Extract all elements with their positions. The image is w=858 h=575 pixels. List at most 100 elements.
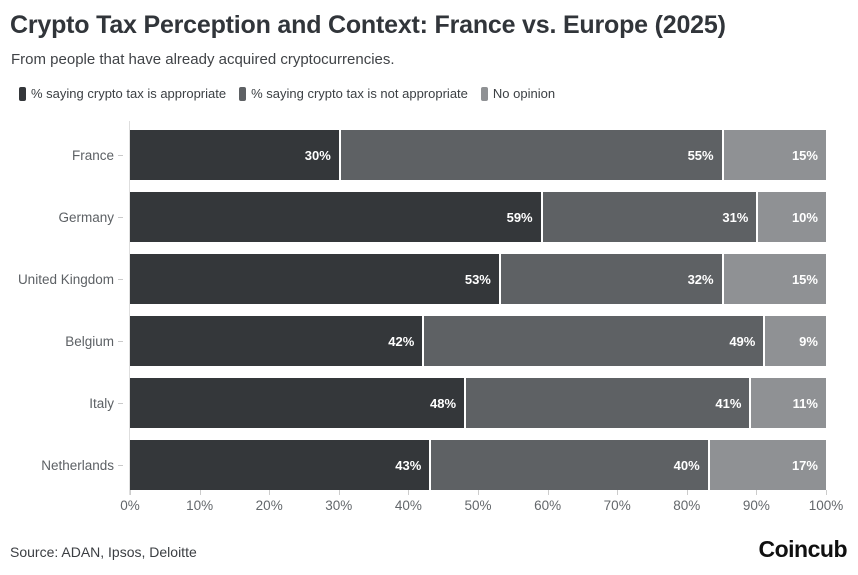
value-label: 31% [722,209,749,225]
category-label: France [71,147,114,163]
category-label: United Kingdom [17,271,114,287]
bar-segment: 30% [130,130,339,180]
category-tick-mark [118,216,123,218]
category-label: Netherlands [41,457,114,473]
value-label: 42% [388,333,415,349]
x-tick-mark [338,490,340,495]
bar-segment: 53% [130,254,499,304]
value-label: 55% [687,147,714,163]
x-tick-mark [617,490,619,495]
x-tick-label: 60% [534,498,562,513]
bar-segment: 59% [130,192,541,242]
bar-segment: 10% [756,192,826,242]
chart-row: United Kingdom 53% 32% 15% [0,254,826,304]
chart-title: Crypto Tax Perception and Context: Franc… [10,11,726,39]
x-tick-mark [686,490,688,495]
legend-label: % saying crypto tax is appropriate [31,86,227,101]
chart-row: Germany 59% 31% 10% [0,192,826,242]
category-tick-mark [118,278,123,280]
x-tick-label: 20% [255,498,283,513]
legend-swatch-icon [19,86,26,101]
category-tick-mark [118,154,123,156]
x-tick-label: 0% [120,498,140,513]
bar-segment: 9% [763,316,826,366]
bar-segment: 15% [721,130,826,180]
bar-segment: 32% [498,254,722,304]
chart-row: Belgium 42% 49% 9% [0,316,826,366]
x-tick-label: 80% [673,498,701,513]
category-label: Italy [89,395,114,411]
value-label: 59% [506,209,533,225]
y-axis-line [129,121,130,495]
x-tick-mark [199,490,201,495]
x-tick-label: 50% [464,498,492,513]
chart-row: France 30% 55% 15% [0,130,826,180]
bar-segment: 49% [422,316,764,366]
bar-track: 30% 55% 15% [130,130,826,180]
value-label: 49% [729,333,756,349]
x-tick-mark [547,490,549,495]
bar-segment: 11% [749,378,826,428]
stacked-bar-chart: France 30% 55% 15% Germany 59% 31% 10% United Ki… [0,130,826,490]
x-axis: 0% 10% 20% 30% 40% 50% 60% 70% 80% 90% 100% [120,490,843,522]
x-tick-label: 70% [603,498,631,513]
bar-track: 59% 31% 10% [130,192,826,242]
x-tick-label: 30% [325,498,353,513]
value-label: 40% [673,457,700,473]
bar-segment: 55% [338,130,722,180]
category-label: Belgium [65,333,114,349]
bar-track: 48% 41% 11% [130,378,826,428]
category-tick-mark [118,402,123,404]
value-label: 41% [715,395,742,411]
legend: % saying crypto tax is appropriate % sayi… [19,86,555,101]
bar-segment: 42% [130,316,423,366]
category-tick-mark [118,340,123,342]
bar-track: 43% 40% 17% [130,440,826,490]
value-label: 11% [792,395,818,411]
value-label: 30% [304,147,331,163]
x-tick-label: 90% [742,498,770,513]
category-label: Germany [58,209,114,225]
bar-segment: 15% [721,254,826,304]
bar-segment: 17% [707,440,826,490]
x-tick-label: 100% [808,498,844,513]
legend-label: % saying crypto tax is not appropriate [251,86,468,101]
value-label: 15% [791,147,818,163]
x-tick-label: 10% [186,498,214,513]
value-label: 43% [395,457,422,473]
value-label: 32% [687,271,714,287]
value-label: 15% [791,271,818,287]
bar-track: 53% 32% 15% [130,254,826,304]
chart-row: Italy 48% 41% 11% [0,378,826,428]
legend-swatch-icon [480,86,488,101]
x-tick-label: 40% [394,498,422,513]
value-label: 10% [791,209,818,225]
legend-item: No opinion [480,86,556,101]
x-tick-mark [130,490,131,495]
legend-label: No opinion [492,86,556,101]
value-label: 53% [464,271,491,287]
legend-item: % saying crypto tax is not appropriate [239,86,468,101]
bar-segment: 31% [540,192,757,242]
value-label: 9% [799,333,818,349]
x-tick-mark [478,490,479,495]
legend-item: % saying crypto tax is appropriate [19,86,226,101]
x-tick-mark [826,490,827,495]
x-tick-mark [269,490,271,495]
chart-row: Netherlands 43% 40% 17% [0,440,826,490]
value-label: 48% [430,395,457,411]
brand-logo: Coincub [758,536,848,562]
bar-segment: 48% [130,378,465,428]
chart-subtitle: From people that have already acquired c… [11,51,395,68]
bar-segment: 43% [130,440,430,490]
bar-track: 42% 49% 9% [130,316,826,366]
x-tick-mark [756,490,758,495]
category-tick-mark [118,464,123,466]
x-tick-mark [408,490,410,495]
legend-swatch-icon [239,86,247,101]
value-label: 17% [791,457,818,473]
source-note: Source: ADAN, Ipsos, Deloitte [10,544,197,560]
bar-segment: 40% [429,440,708,490]
bar-segment: 41% [464,378,750,428]
